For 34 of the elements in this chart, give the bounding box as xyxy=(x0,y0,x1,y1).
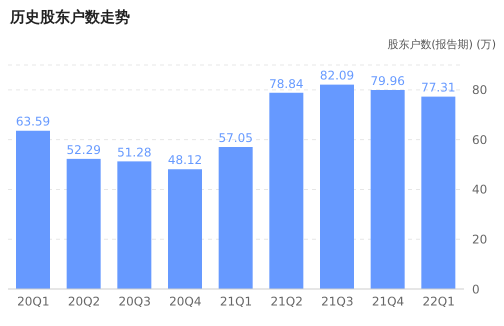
data-label: 51.28 xyxy=(117,145,152,160)
x-tick-label: 21Q3 xyxy=(321,294,354,309)
x-tick-label: 21Q2 xyxy=(270,294,303,309)
y-axis-title: 股东户数(报告期) (万) xyxy=(387,37,496,52)
data-label: 79.96 xyxy=(370,74,405,88)
x-tick-label: 20Q2 xyxy=(68,294,100,309)
x-tick-label: 21Q1 xyxy=(220,294,252,309)
bar xyxy=(16,130,50,289)
y-tick-label: 0 xyxy=(472,282,480,296)
data-label: 77.31 xyxy=(421,80,456,95)
bar xyxy=(117,161,152,289)
data-label: 48.12 xyxy=(168,153,202,168)
bar xyxy=(269,92,304,289)
data-label: 57.05 xyxy=(218,131,253,146)
data-label: 78.84 xyxy=(269,76,304,91)
y-tick-label: 60 xyxy=(472,132,488,147)
y-tick-label: 40 xyxy=(472,182,488,197)
bar xyxy=(370,90,405,289)
bar xyxy=(66,158,101,289)
x-tick-label: 20Q4 xyxy=(169,294,202,309)
y-tick-label: 20 xyxy=(472,232,488,246)
chart-title: 历史股东户数走势 xyxy=(10,8,130,27)
x-tick-label: 20Q3 xyxy=(118,294,151,309)
y-tick-label: 80 xyxy=(472,83,488,98)
bar xyxy=(421,96,456,289)
x-tick-label: 20Q1 xyxy=(17,294,50,309)
data-label: 52.29 xyxy=(66,142,101,157)
data-label: 82.09 xyxy=(320,68,354,83)
bar xyxy=(168,169,202,289)
x-tick-label: 21Q4 xyxy=(372,294,404,309)
data-label: 63.59 xyxy=(16,114,50,129)
bar xyxy=(218,147,253,289)
x-tick-label: 22Q1 xyxy=(422,294,455,309)
bar xyxy=(320,84,354,289)
